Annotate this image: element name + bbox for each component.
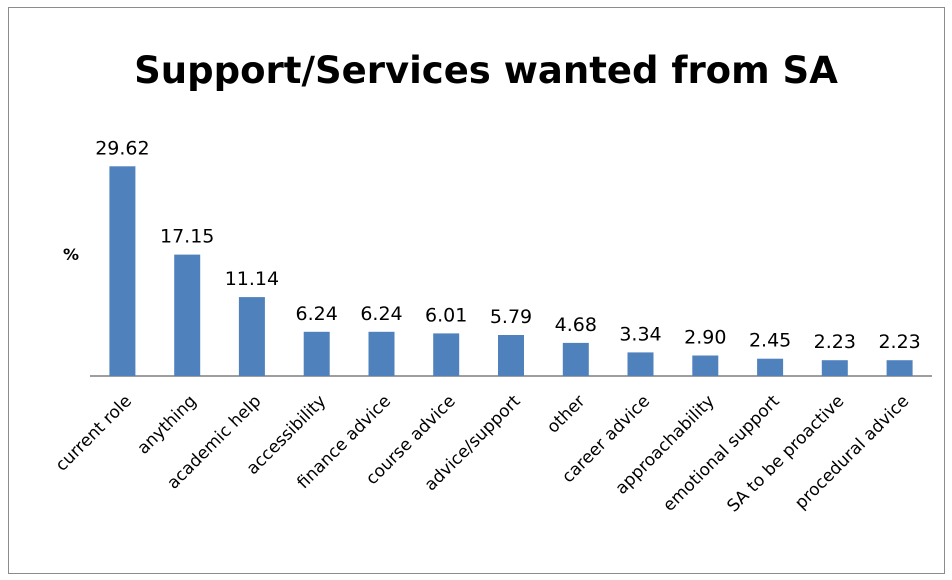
data-label-1: 17.15 <box>160 226 214 248</box>
data-label-8: 3.34 <box>619 323 661 345</box>
data-label-3: 6.24 <box>296 303 338 325</box>
bar-3 <box>303 331 330 376</box>
bar-2 <box>238 297 265 376</box>
bar-10 <box>757 358 784 376</box>
bar-5 <box>433 333 460 376</box>
bar-7 <box>562 342 589 376</box>
bars-group <box>109 166 913 376</box>
x-tick-label-11: SA to be proactive <box>723 391 848 516</box>
x-tick-label-10: emotional support <box>659 391 784 516</box>
data-label-4: 6.24 <box>360 303 402 325</box>
bar-4 <box>368 331 395 376</box>
bar-0 <box>109 166 136 376</box>
data-label-7: 4.68 <box>555 314 597 336</box>
data-label-11: 2.23 <box>814 331 856 353</box>
chart-frame <box>8 7 945 574</box>
data-label-2: 11.14 <box>225 268 279 290</box>
data-label-0: 29.62 <box>95 137 149 159</box>
chart-title: Support/Services wanted from SA <box>134 49 838 92</box>
bar-8 <box>627 352 654 376</box>
data-label-5: 6.01 <box>425 304 467 326</box>
bar-9 <box>692 355 719 376</box>
bar-6 <box>498 335 524 376</box>
x-tick-label-12: procedural advice <box>791 391 913 513</box>
bar-12 <box>886 360 913 376</box>
x-tick-label-7: other <box>543 391 589 437</box>
data-labels-group: 29.62 17.15 11.14 6.24 6.24 6.01 5.79 4.68 3.34 2… <box>95 137 921 353</box>
bar-11 <box>821 360 848 376</box>
x-tick-label-0: current role <box>52 391 136 475</box>
data-label-10: 2.45 <box>749 330 791 352</box>
data-label-6: 5.79 <box>490 306 532 328</box>
bar-1 <box>174 254 201 376</box>
data-label-12: 2.23 <box>878 331 920 353</box>
y-axis-label: % <box>63 245 79 264</box>
x-tick-label-1: anything <box>134 391 201 458</box>
data-label-9: 2.90 <box>684 327 726 349</box>
